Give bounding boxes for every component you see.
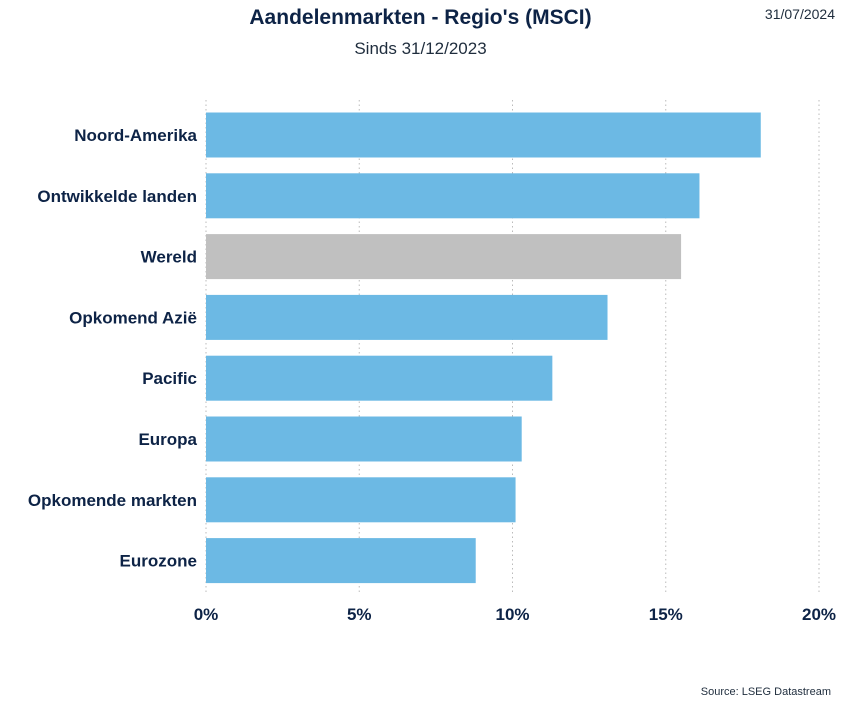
- category-label: Europa: [138, 430, 197, 449]
- x-tick-label: 0%: [194, 605, 219, 624]
- bar-eurozone: [206, 538, 476, 584]
- category-label: Ontwikkelde landen: [37, 187, 197, 206]
- bar-noord-amerika: [206, 112, 761, 158]
- category-label: Wereld: [141, 248, 197, 267]
- category-label: Pacific: [142, 369, 197, 388]
- bar-wereld: [206, 234, 682, 280]
- chart-date: 31/07/2024: [764, 6, 835, 22]
- bars: [206, 112, 761, 584]
- x-tick-labels: 0% 5% 10% 15% 20%: [194, 605, 836, 624]
- x-tick-label: 15%: [649, 605, 683, 624]
- chart-title: Aandelenmarkten - Regio's (MSCI): [249, 6, 592, 29]
- bar-opkomende-markten: [206, 477, 516, 523]
- bar-europa: [206, 416, 522, 462]
- x-tick-label: 10%: [495, 605, 529, 624]
- bar-ontwikkelde-landen: [206, 173, 700, 219]
- category-label: Eurozone: [120, 552, 197, 571]
- category-label: Noord-Amerika: [74, 126, 197, 145]
- category-labels: Noord-Amerika Ontwikkelde landen Wereld Opk…: [28, 126, 198, 571]
- category-label: Opkomende markten: [28, 491, 197, 510]
- source-note: Source: LSEG Datastream: [700, 686, 831, 698]
- bar-pacific: [206, 355, 553, 401]
- x-tick-label: 20%: [802, 605, 836, 624]
- x-tick-label: 5%: [347, 605, 372, 624]
- bar-opkomend-azi-: [206, 294, 608, 340]
- category-label: Opkomend Azië: [69, 308, 197, 327]
- chart-subtitle: Sinds 31/12/2023: [354, 39, 487, 58]
